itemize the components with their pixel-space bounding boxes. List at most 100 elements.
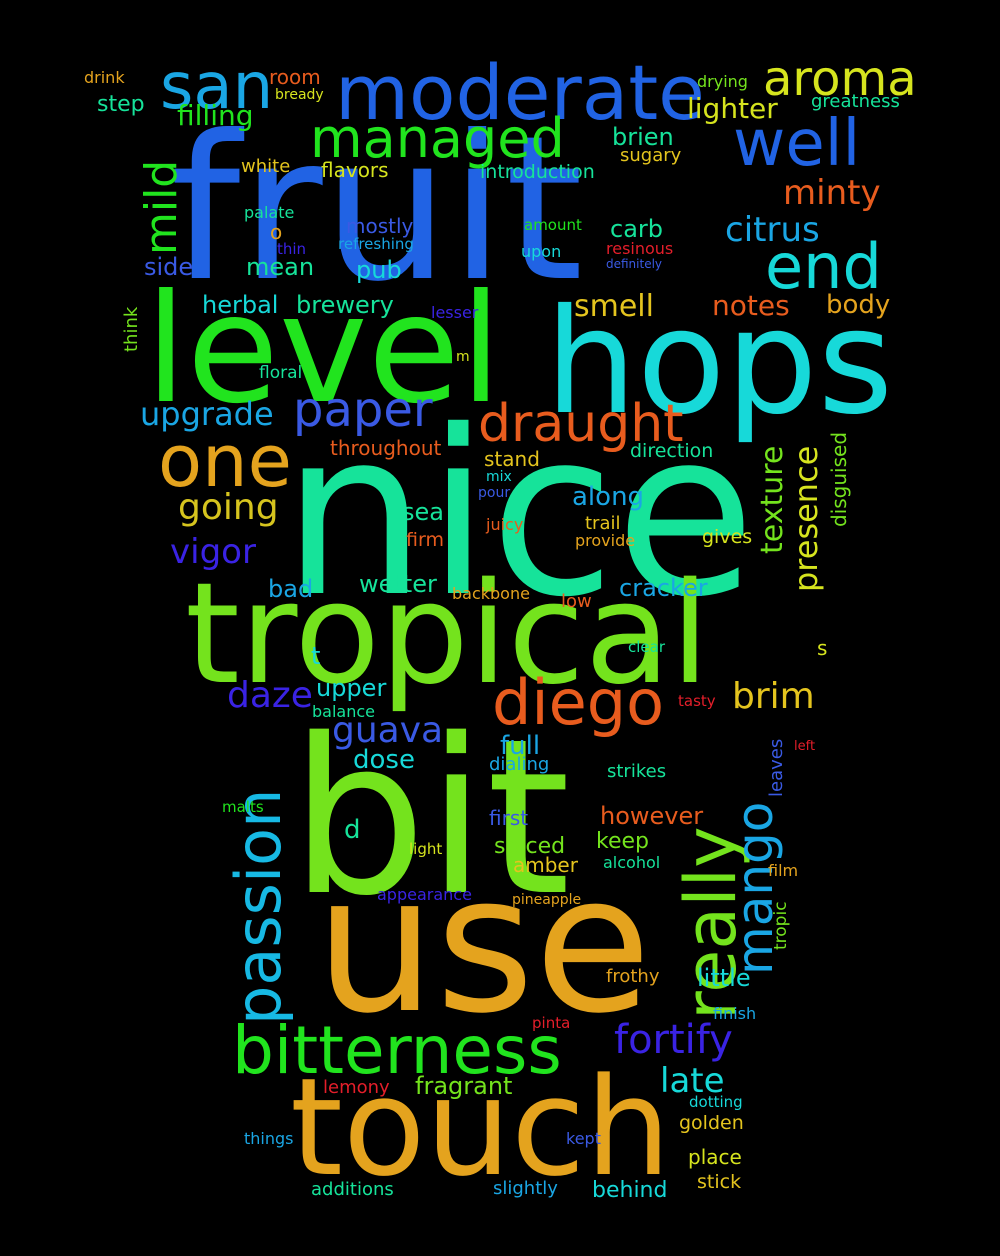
word-tropic: tropic <box>771 901 791 950</box>
word-pinta: pinta <box>532 1014 571 1032</box>
word-hops: hops <box>545 278 894 447</box>
word-fragrant: fragrant <box>415 1072 513 1100</box>
word-however: however <box>600 802 704 830</box>
word-floral: floral <box>259 363 303 383</box>
word-direction: direction <box>630 440 714 462</box>
word-going: going <box>178 487 279 528</box>
word-backbone: backbone <box>452 584 530 603</box>
word-spiced: spiced <box>494 834 566 859</box>
word-texture: texture <box>755 445 790 554</box>
word-level: level <box>145 263 502 437</box>
word-t: t <box>311 642 321 670</box>
word-mean: mean <box>246 253 315 281</box>
word-introduction: introduction <box>480 161 595 183</box>
word-body: body <box>826 290 891 320</box>
word-touch: touch <box>290 1049 671 1206</box>
word-fruit: fruit <box>170 93 584 326</box>
word-passion: passion <box>222 788 295 1025</box>
word-bad: bad <box>268 575 314 603</box>
word-resinous: resinous <box>606 239 674 258</box>
word-behind: behind <box>592 1178 668 1203</box>
word-things: things <box>244 1129 294 1148</box>
word-notes: notes <box>712 289 790 322</box>
word-flavors: flavors <box>321 158 389 182</box>
word-low: low <box>561 591 592 612</box>
word-draught: draught <box>478 394 684 454</box>
word-herbal: herbal <box>202 291 279 319</box>
word-disguised: disguised <box>827 431 851 527</box>
word-appearance: appearance <box>377 885 472 904</box>
word-along: along <box>572 482 645 512</box>
word-brien: brien <box>612 123 674 151</box>
word-guava: guava <box>332 710 444 751</box>
word-paper: paper <box>293 382 433 438</box>
word-bit: bit <box>290 692 571 943</box>
word-upon: upon <box>521 242 562 261</box>
word-pineapple: pineapple <box>512 892 582 908</box>
word-finish: finish <box>713 1004 757 1023</box>
word-full: full <box>500 731 541 761</box>
word-alcohol: alcohol <box>603 853 661 872</box>
word-think: think <box>121 306 142 352</box>
word-thin: thin <box>277 240 307 258</box>
word-kept: kept <box>566 1129 601 1148</box>
word-definitely: definitely <box>606 257 663 271</box>
word-citrus: citrus <box>725 210 820 250</box>
word-room: room <box>269 65 321 89</box>
word-san: san <box>160 50 274 124</box>
word-slightly: slightly <box>493 1178 558 1199</box>
word-mild: mild <box>136 159 187 255</box>
word-diego: diego <box>492 666 665 739</box>
word-bitterness: bitterness <box>232 1012 562 1089</box>
word-golden: golden <box>679 1112 744 1134</box>
word-end: end <box>765 230 882 303</box>
word-tasty: tasty <box>678 692 716 710</box>
word-balance: balance <box>312 702 375 721</box>
word-clear: clear <box>628 638 666 656</box>
word-dialing: dialing <box>489 754 550 775</box>
word-aroma: aroma <box>763 51 917 107</box>
word-managed: managed <box>310 107 565 170</box>
word-place: place <box>688 1145 742 1169</box>
word-pub: pub <box>356 256 402 284</box>
word-mostly: mostly <box>346 214 414 238</box>
word-left: left <box>794 739 816 754</box>
word-brim: brim <box>732 676 815 717</box>
word-stand: stand <box>484 447 540 471</box>
word-sea: sea <box>402 498 444 526</box>
word-little: little <box>697 964 751 992</box>
word-daze: daze <box>227 675 313 716</box>
word-palate: palate <box>244 203 295 222</box>
word-refreshing: refreshing <box>338 235 414 253</box>
word-amount: amount <box>524 216 582 234</box>
word-trail: trail <box>585 513 621 534</box>
word-film: film <box>768 861 799 880</box>
word-lighter: lighter <box>687 92 778 125</box>
word-d: d <box>344 815 361 845</box>
word-drying: drying <box>697 72 748 91</box>
word-s: s <box>817 636 828 660</box>
word-provide: provide <box>575 531 636 550</box>
word-lemony: lemony <box>323 1077 390 1098</box>
word-juicy: juicy <box>486 515 524 534</box>
word-o: o <box>270 220 283 244</box>
word-throughout: throughout <box>330 436 442 460</box>
word-minty: minty <box>783 173 881 213</box>
word-greatness: greatness <box>811 91 900 112</box>
word-m: m <box>456 349 470 365</box>
word-upper: upper <box>316 674 387 702</box>
word-light: light <box>409 840 443 858</box>
word-firm: firm <box>406 529 444 551</box>
word-brewery: brewery <box>296 291 394 319</box>
word-mix: mix <box>486 469 512 485</box>
word-pour: pour <box>478 485 511 501</box>
word-bready: bready <box>275 87 324 103</box>
word-sugary: sugary <box>620 145 682 166</box>
word-filling: filling <box>177 99 254 132</box>
word-white: white <box>241 156 291 177</box>
word-malts: malts <box>222 798 264 816</box>
word-frothy: frothy <box>606 966 660 987</box>
word-gives: gives <box>702 526 753 548</box>
word-upgrade: upgrade <box>140 395 274 433</box>
